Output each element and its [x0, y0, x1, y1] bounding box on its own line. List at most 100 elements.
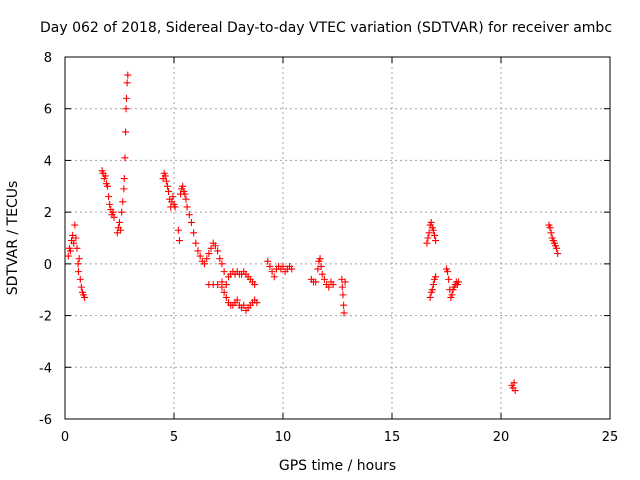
data-point [190, 229, 198, 237]
data-point [240, 301, 248, 309]
data-point [317, 262, 325, 270]
data-point [454, 278, 462, 286]
data-point [163, 182, 171, 190]
y-tick-labels: -6 -4 -2 0 2 4 6 8 [39, 51, 52, 428]
data-point [106, 200, 114, 208]
x-tick-label: 25 [602, 430, 619, 445]
data-point [432, 273, 440, 281]
data-point [118, 208, 126, 216]
data-point [121, 154, 129, 162]
data-point [182, 195, 190, 203]
data-point [162, 177, 170, 185]
data-point [279, 262, 287, 270]
data-point [124, 71, 132, 79]
data-point [64, 252, 72, 260]
data-point [171, 203, 179, 211]
data-point [169, 193, 177, 201]
data-point [218, 260, 226, 268]
data-point [196, 252, 204, 260]
data-point [233, 296, 241, 304]
data-point [122, 105, 130, 113]
data-point [445, 275, 453, 283]
data-point [423, 239, 431, 247]
data-points [64, 71, 562, 395]
data-point [74, 260, 82, 268]
data-point [429, 226, 437, 234]
data-point [72, 234, 80, 242]
data-point [120, 175, 128, 183]
y-tick-label: 0 [44, 258, 52, 273]
data-point [175, 237, 183, 245]
y-tick-label: -4 [39, 361, 52, 376]
data-point [77, 283, 85, 291]
y-tick-label: 8 [44, 51, 52, 66]
x-tick-label: 15 [384, 430, 401, 445]
data-point [75, 268, 83, 276]
data-point [547, 229, 555, 237]
data-point [316, 255, 324, 263]
data-point [268, 268, 276, 276]
data-point [325, 283, 333, 291]
data-point [432, 237, 440, 245]
data-point [546, 224, 554, 232]
data-point [123, 79, 131, 87]
x-tick-label: 0 [61, 430, 69, 445]
data-point [66, 247, 74, 255]
y-tick-label: 4 [44, 154, 52, 169]
data-point [431, 231, 439, 239]
data-point [109, 208, 117, 216]
data-point [553, 244, 561, 252]
y-tick-label: -2 [39, 310, 52, 325]
data-point [70, 239, 78, 247]
x-tick-label: 10 [275, 430, 292, 445]
data-point [266, 262, 274, 270]
data-point [220, 268, 228, 276]
data-point [122, 128, 130, 136]
data-point [318, 270, 326, 278]
data-point [511, 387, 519, 395]
data-point [426, 293, 434, 301]
data-point [288, 265, 296, 273]
data-point [444, 268, 452, 276]
grid-lines [65, 57, 610, 419]
data-point [165, 187, 173, 195]
data-point [205, 250, 213, 258]
data-point [320, 275, 328, 283]
data-point [214, 247, 222, 255]
chart-title: Day 062 of 2018, Sidereal Day-to-day VTE… [40, 20, 612, 36]
y-tick-label: 6 [44, 103, 52, 118]
data-point [122, 94, 130, 102]
data-point [253, 299, 261, 307]
data-point [174, 226, 182, 234]
data-point [312, 278, 320, 286]
data-point [214, 281, 222, 289]
data-point [340, 301, 348, 309]
data-point [105, 193, 113, 201]
data-point [338, 283, 346, 291]
data-point [222, 281, 230, 289]
data-point [117, 226, 125, 234]
data-point [211, 242, 219, 250]
x-tick-label: 5 [170, 430, 178, 445]
data-point [428, 286, 436, 294]
data-point [554, 250, 562, 258]
axis-ticks [64, 56, 611, 420]
x-axis-label: GPS time / hours [279, 458, 396, 474]
x-tick-labels: 0 5 10 15 20 25 [61, 430, 618, 445]
data-point [71, 221, 79, 229]
data-point [448, 291, 456, 299]
data-point [270, 273, 278, 281]
data-point [251, 281, 259, 289]
data-point [427, 218, 435, 226]
data-point [110, 213, 118, 221]
data-point [203, 255, 211, 263]
data-point [510, 379, 518, 387]
data-point [218, 283, 226, 291]
data-point [194, 247, 202, 255]
data-point [424, 234, 432, 242]
x-tick-label: 20 [493, 430, 510, 445]
data-point [220, 288, 228, 296]
data-point [81, 293, 89, 301]
data-point [183, 203, 191, 211]
data-point [101, 172, 109, 180]
